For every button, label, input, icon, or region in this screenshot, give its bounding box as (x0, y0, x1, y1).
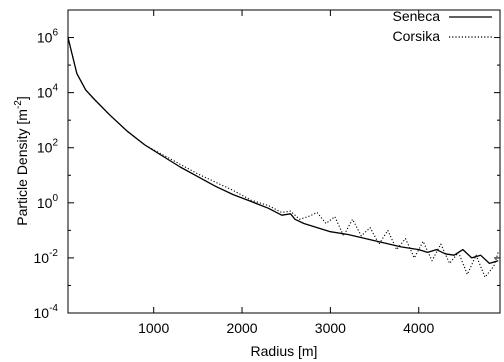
legend-label-seneca: Seneca (393, 8, 441, 24)
axis-labels: 1000 2000 3000 4000 10-4 10-2 100 102 104 106 (34, 28, 435, 336)
legend: Seneca Corsika (393, 8, 492, 44)
plot-frame (67, 9, 501, 314)
y-tick-label: 100 (37, 193, 59, 211)
x-axis-label: Radius [m] (251, 343, 318, 359)
x-tick-label: 2000 (226, 320, 257, 336)
y-tick-label: 106 (37, 28, 59, 46)
y-tick-label: 102 (37, 138, 59, 156)
x-tick-label: 1000 (138, 320, 169, 336)
series-lines (67, 37, 499, 278)
y-tick-label: 10-2 (34, 248, 59, 266)
y-tick-label: 10-4 (34, 303, 59, 321)
legend-label-corsika: Corsika (393, 28, 441, 44)
series-line-corsika (67, 37, 499, 278)
y-axis-label: Particle Density [m-2] (13, 96, 30, 226)
x-tick-label: 3000 (315, 320, 346, 336)
y-tick-label: 104 (37, 83, 59, 101)
tick-marks (68, 10, 500, 314)
series-line-seneca (67, 37, 499, 265)
x-tick-label: 4000 (403, 320, 434, 336)
